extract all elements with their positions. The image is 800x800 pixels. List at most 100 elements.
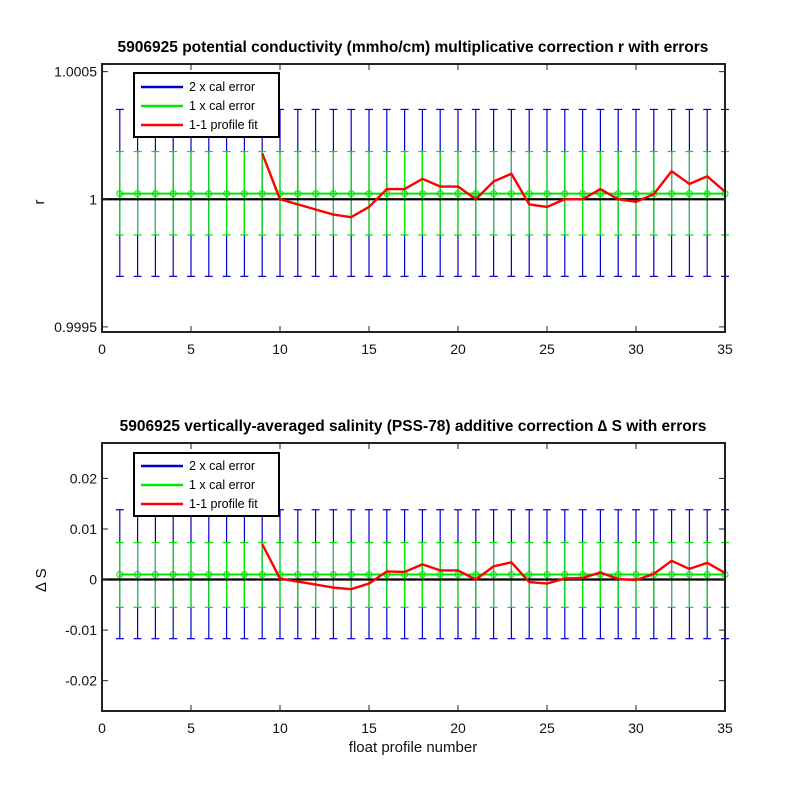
data-point xyxy=(668,570,676,578)
y-tick-label: -0.02 xyxy=(65,673,97,689)
data-point xyxy=(294,190,302,198)
data-point xyxy=(365,190,373,198)
data-point xyxy=(187,570,195,578)
data-point xyxy=(329,570,337,578)
data-point xyxy=(187,190,195,198)
axes-frame xyxy=(101,63,726,333)
data-point xyxy=(668,190,676,198)
y-tick-label: 0.9995 xyxy=(54,319,97,335)
data-point xyxy=(258,570,266,578)
y-tick-label: 0 xyxy=(89,572,97,588)
data-point xyxy=(169,570,177,578)
x-tick-label: 10 xyxy=(272,341,288,357)
data-point xyxy=(134,570,142,578)
series-line-profile-fit xyxy=(261,152,726,219)
data-point xyxy=(347,570,355,578)
data-point xyxy=(490,570,498,578)
x-tick-label: 35 xyxy=(717,341,733,357)
x-tick-label: 20 xyxy=(450,720,466,736)
legend-label-profile-fit: 1-1 profile fit xyxy=(189,497,258,511)
series-line-profile-fit xyxy=(261,543,726,591)
data-point xyxy=(614,190,622,198)
legend-label-1x-cal-error: 1 x cal error xyxy=(189,478,255,492)
legend-label-2x-cal-error: 2 x cal error xyxy=(189,80,255,94)
data-point xyxy=(205,190,213,198)
data-point xyxy=(205,570,213,578)
data-point xyxy=(312,190,320,198)
legend-label-profile-fit: 1-1 profile fit xyxy=(189,118,258,132)
data-point xyxy=(223,570,231,578)
y-tick-label: 0.01 xyxy=(70,521,97,537)
data-point xyxy=(543,570,551,578)
data-point xyxy=(632,570,640,578)
data-point xyxy=(472,570,480,578)
chart-title: 5906925 vertically-averaged salinity (PS… xyxy=(120,418,707,435)
data-point xyxy=(614,570,622,578)
data-point xyxy=(294,570,302,578)
chart-salinity: 5906925 vertically-averaged salinity (PS… xyxy=(33,418,733,756)
x-tick-label: 15 xyxy=(361,720,377,736)
data-point xyxy=(151,570,159,578)
y-tick-label: 1 xyxy=(89,191,97,207)
x-tick-label: 25 xyxy=(539,720,555,736)
axes-frame xyxy=(101,442,726,712)
chart-conductivity: 5906925 potential conductivity (mmho/cm)… xyxy=(31,39,733,357)
data-point xyxy=(507,570,515,578)
y-tick-label: 0.02 xyxy=(70,470,97,486)
data-point xyxy=(507,190,515,198)
data-point xyxy=(436,190,444,198)
data-point xyxy=(525,570,533,578)
data-point xyxy=(561,190,569,198)
data-point xyxy=(579,190,587,198)
data-point xyxy=(223,190,231,198)
data-point xyxy=(312,570,320,578)
y-tick-label: 1.0005 xyxy=(54,64,97,80)
data-point xyxy=(685,570,693,578)
x-tick-label: 35 xyxy=(717,720,733,736)
data-point xyxy=(543,190,551,198)
data-point xyxy=(258,190,266,198)
data-point xyxy=(240,570,248,578)
x-tick-label: 0 xyxy=(98,341,106,357)
data-point xyxy=(169,190,177,198)
x-tick-label: 10 xyxy=(272,720,288,736)
legend: 2 x cal error 1 x cal error 1-1 profile … xyxy=(133,452,280,517)
data-point xyxy=(596,190,604,198)
x-tick-label: 30 xyxy=(628,720,644,736)
legend-label-1x-cal-error: 1 x cal error xyxy=(189,99,255,113)
x-tick-label: 30 xyxy=(628,341,644,357)
data-point xyxy=(134,190,142,198)
data-point xyxy=(240,190,248,198)
y-tick-label: -0.01 xyxy=(65,622,97,638)
data-point xyxy=(151,190,159,198)
x-axis-label: float profile number xyxy=(349,739,477,756)
data-point xyxy=(525,190,533,198)
legend-label-2x-cal-error: 2 x cal error xyxy=(189,459,255,473)
x-tick-label: 5 xyxy=(187,341,195,357)
x-tick-label: 0 xyxy=(98,720,106,736)
legend: 2 x cal error 1 x cal error 1-1 profile … xyxy=(133,72,280,138)
data-point xyxy=(418,190,426,198)
data-point xyxy=(418,570,426,578)
x-tick-label: 25 xyxy=(539,341,555,357)
data-point xyxy=(116,190,124,198)
data-point xyxy=(685,190,693,198)
x-tick-label: 5 xyxy=(187,720,195,736)
data-point xyxy=(490,190,498,198)
data-point xyxy=(454,190,462,198)
x-tick-label: 20 xyxy=(450,341,466,357)
data-point xyxy=(401,190,409,198)
y-axis-label: r xyxy=(31,200,48,205)
data-point xyxy=(703,570,711,578)
data-point xyxy=(632,190,640,198)
chart-title: 5906925 potential conductivity (mmho/cm)… xyxy=(118,39,709,56)
data-point xyxy=(329,190,337,198)
data-point xyxy=(703,190,711,198)
data-point xyxy=(116,570,124,578)
data-point xyxy=(472,190,480,198)
data-point xyxy=(365,570,373,578)
data-point xyxy=(347,190,355,198)
y-axis-label: ∆ S xyxy=(33,568,50,591)
x-tick-label: 15 xyxy=(361,341,377,357)
